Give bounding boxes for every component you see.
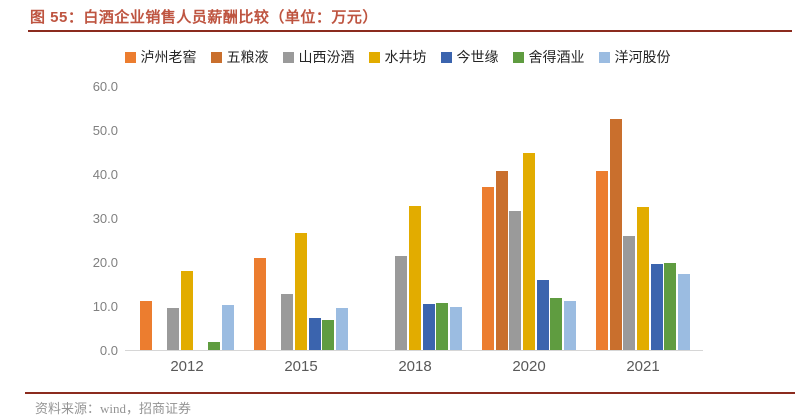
legend-label: 舍得酒业	[528, 49, 585, 65]
x-axis-label-2015: 2015	[284, 358, 318, 375]
legend-item-洋河股份: 洋河股份	[598, 47, 671, 67]
bar-2020-洋河股份	[563, 300, 576, 350]
bar-2015-洋河股份	[335, 308, 348, 350]
legend-item-今世缘: 今世缘	[440, 47, 499, 67]
legend-label: 水井坊	[384, 49, 427, 65]
bar-2020-五粮液	[495, 171, 508, 350]
y-axis-label-30.0: 30.0	[92, 211, 118, 226]
legend-swatch-icon	[440, 51, 452, 63]
bar-2021-五粮液	[609, 118, 622, 350]
bar-2018-洋河股份	[449, 307, 462, 350]
legend-item-山西汾酒: 山西汾酒	[282, 47, 355, 67]
plot-area	[125, 87, 703, 351]
bar-2012-舍得酒业	[208, 341, 221, 350]
header-divider	[28, 30, 792, 32]
bar-2020-今世缘	[536, 280, 549, 350]
y-axis-label-60.0: 60.0	[92, 79, 118, 94]
bar-2012-山西汾酒	[167, 308, 180, 350]
bar-2018-山西汾酒	[395, 255, 408, 350]
legend-item-水井坊: 水井坊	[368, 47, 427, 67]
data-source-note: 资料来源：wind，招商证券	[35, 401, 192, 416]
x-axis-label-2018: 2018	[398, 358, 432, 375]
bar-2015-山西汾酒	[281, 293, 294, 350]
bar-2012-水井坊	[181, 270, 193, 350]
bar-2021-水井坊	[637, 207, 649, 350]
legend-label: 泸州老窖	[140, 49, 197, 65]
bar-2015-舍得酒业	[322, 319, 335, 350]
bar-2015-泸州老窖	[254, 257, 267, 350]
bar-2012-洋河股份	[221, 304, 234, 350]
legend-swatch-icon	[210, 51, 222, 63]
bar-2020-山西汾酒	[509, 211, 522, 350]
x-axis-label-2021: 2021	[626, 358, 660, 375]
legend-swatch-icon	[282, 51, 294, 63]
y-axis-label-40.0: 40.0	[92, 167, 118, 182]
legend-swatch-icon	[368, 51, 380, 63]
bar-2021-洋河股份	[677, 273, 690, 350]
bar-2020-泸州老窖	[482, 187, 495, 350]
x-axis-line	[125, 350, 703, 351]
bar-2012-泸州老窖	[140, 300, 153, 350]
bar-2018-今世缘	[422, 303, 435, 350]
bar-2015-水井坊	[295, 232, 307, 350]
legend-item-五粮液: 五粮液	[210, 47, 269, 67]
legend-label: 五粮液	[226, 49, 269, 65]
y-axis-label-10.0: 10.0	[92, 299, 118, 314]
bar-2021-今世缘	[650, 264, 663, 350]
bar-2021-山西汾酒	[623, 235, 636, 350]
x-axis-label-2020: 2020	[512, 358, 546, 375]
footer-divider	[25, 392, 795, 394]
bar-2021-舍得酒业	[664, 262, 677, 350]
bar-2015-今世缘	[308, 318, 321, 350]
legend-item-泸州老窖: 泸州老窖	[124, 47, 197, 67]
bar-2018-水井坊	[409, 205, 421, 350]
x-axis-label-2012: 2012	[170, 358, 204, 375]
bar-2020-水井坊	[523, 153, 535, 350]
chart-legend: 泸州老窖 五粮液 山西汾酒 水井坊 今世缘 舍得酒业 洋河股份	[0, 47, 795, 67]
bar-2020-舍得酒业	[550, 298, 563, 350]
legend-swatch-icon	[598, 51, 610, 63]
legend-swatch-icon	[124, 51, 136, 63]
y-axis-label-50.0: 50.0	[92, 123, 118, 138]
legend-item-舍得酒业: 舍得酒业	[512, 47, 585, 67]
y-axis-label-20.0: 20.0	[92, 255, 118, 270]
legend-swatch-icon	[512, 51, 524, 63]
bar-2018-舍得酒业	[436, 302, 449, 350]
legend-label: 今世缘	[456, 49, 499, 65]
legend-label: 山西汾酒	[298, 49, 355, 65]
legend-label: 洋河股份	[614, 49, 671, 65]
y-axis-label-0.0: 0.0	[99, 343, 118, 358]
bar-2021-泸州老窖	[596, 170, 609, 350]
figure-title: 图 55：白酒企业销售人员薪酬比较（单位：万元）	[30, 9, 378, 26]
